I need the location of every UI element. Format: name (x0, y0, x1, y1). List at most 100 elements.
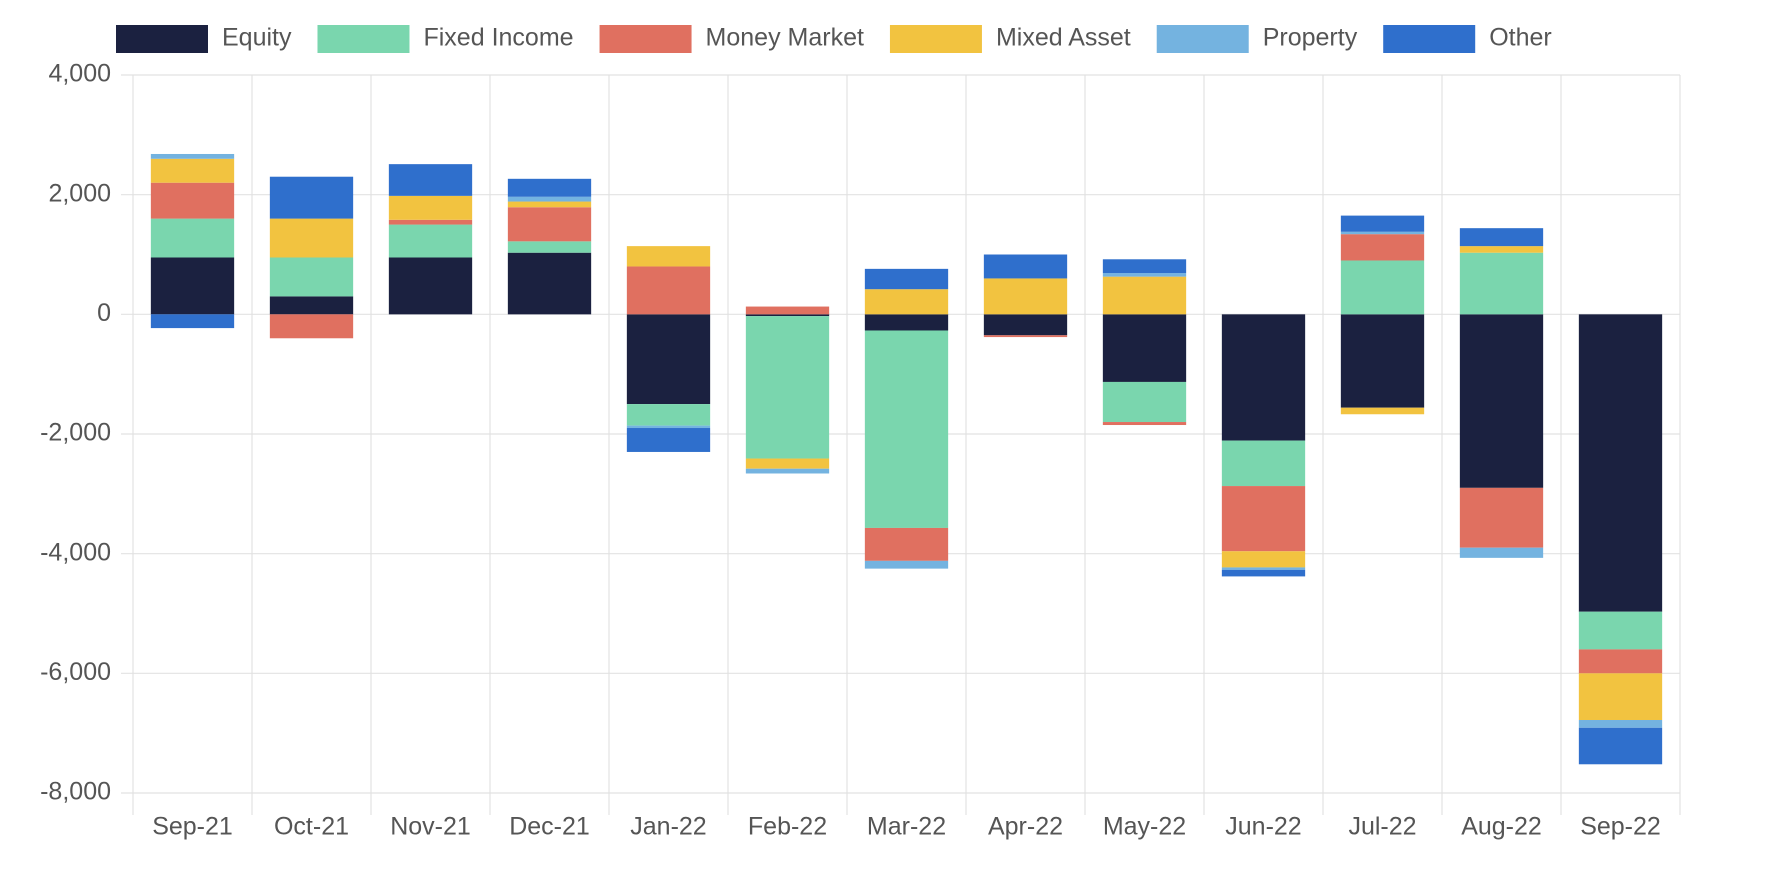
bar-segment (1221, 551, 1306, 568)
bar-segment (1340, 314, 1425, 408)
bar-segment (745, 306, 830, 315)
bar-segment (150, 158, 235, 183)
bar-segment (507, 201, 592, 208)
bar-segment (1102, 276, 1187, 315)
bar-segment (150, 182, 235, 219)
bar-segment (1459, 252, 1544, 315)
legend-swatch (116, 25, 208, 53)
bar-segment (1578, 649, 1663, 674)
x-tick-label: Aug-22 (1461, 813, 1542, 841)
bar-segment (150, 257, 235, 315)
legend-swatch (1156, 25, 1249, 53)
bar-segment (1340, 234, 1425, 261)
legend-label: Other (1489, 24, 1552, 52)
x-tick-label: Feb-22 (748, 813, 827, 841)
bar-segment (983, 314, 1068, 336)
bar-segment (269, 176, 354, 219)
bar-segment (1221, 569, 1306, 577)
legend-swatch (317, 25, 410, 53)
bar-segment (983, 335, 1068, 338)
bar-segment (1459, 487, 1544, 548)
x-tick-label: Dec-21 (509, 813, 590, 841)
legend-label: Mixed Asset (996, 24, 1131, 52)
bar-segment (1102, 422, 1187, 426)
bar-segment (745, 458, 830, 469)
bar-segment (1221, 486, 1306, 552)
x-tick-label: Nov-21 (390, 813, 471, 841)
bar-segment (1340, 260, 1425, 315)
bar-segment (983, 254, 1068, 279)
bar-segment (1459, 314, 1544, 488)
bar-segment (1578, 673, 1663, 721)
y-tick-label: -4,000 (40, 538, 111, 566)
bar-segment (626, 266, 711, 315)
bar-segment (507, 178, 592, 197)
bar-segment (626, 404, 711, 426)
bar-segment (745, 314, 830, 317)
x-tick-label: Mar-22 (867, 813, 946, 841)
bar-segment (507, 241, 592, 253)
x-tick-label: Apr-22 (988, 813, 1063, 841)
bar-segment (507, 207, 592, 242)
bar-segment (150, 218, 235, 258)
bar-segment (269, 314, 354, 339)
bar-segment (745, 316, 830, 459)
bar-segment (1459, 547, 1544, 558)
bar-segment (388, 219, 473, 225)
bar-segment (1578, 314, 1663, 612)
y-tick-label: -6,000 (40, 658, 111, 686)
bar-segment (388, 195, 473, 220)
bar-segment (864, 268, 949, 290)
x-tick-label: Sep-22 (1580, 813, 1661, 841)
y-tick-label: -8,000 (40, 778, 111, 806)
bar-segment (864, 314, 949, 331)
x-tick-label: Jul-22 (1348, 813, 1416, 841)
bar-segment (507, 196, 592, 202)
bar-segment (150, 314, 235, 329)
bar-segment (1221, 314, 1306, 441)
legend-swatch (889, 25, 982, 53)
bar-segment (1102, 273, 1187, 277)
y-tick-label: 2,000 (48, 179, 111, 207)
bar-segment (1578, 611, 1663, 650)
legend-label: Fixed Income (423, 24, 573, 52)
bar-segment (150, 153, 235, 159)
bar-segment (1102, 381, 1187, 423)
bar-segment (1340, 215, 1425, 232)
x-tick-label: May-22 (1103, 813, 1186, 841)
bar-segment (269, 296, 354, 315)
y-tick-label: -2,000 (40, 419, 111, 447)
bar-segment (388, 224, 473, 258)
bar-segment (1221, 567, 1306, 570)
bar-segment (626, 425, 711, 429)
bar-segment (864, 289, 949, 315)
bar-segment (864, 330, 949, 528)
bar-segment (1221, 440, 1306, 487)
x-tick-label: Jan-22 (630, 813, 706, 841)
y-tick-label: 4,000 (48, 60, 111, 88)
legend-swatch (599, 25, 692, 53)
bar-segment (1578, 720, 1663, 728)
bar-segment (745, 468, 830, 474)
bar-segment (626, 246, 711, 267)
bar-segment (864, 560, 949, 569)
y-tick-label: 0 (97, 299, 111, 327)
bar-segment (269, 218, 354, 258)
bar-segment (1340, 407, 1425, 415)
bar-segment (388, 164, 473, 196)
legend-label: Money Market (706, 24, 864, 52)
legend-label: Equity (222, 24, 292, 52)
bar-segment (1102, 259, 1187, 274)
bar-segment (507, 252, 592, 315)
legend-label: Property (1263, 24, 1358, 52)
bar-segment (1102, 314, 1187, 382)
bar-segment (626, 314, 711, 405)
bar-segment (864, 527, 949, 561)
x-tick-label: Sep-21 (152, 813, 233, 841)
bar-segment (269, 257, 354, 297)
x-tick-label: Oct-21 (274, 813, 349, 841)
bar-segment (388, 257, 473, 315)
bar-segment (1340, 231, 1425, 235)
bar-segment (626, 428, 711, 452)
